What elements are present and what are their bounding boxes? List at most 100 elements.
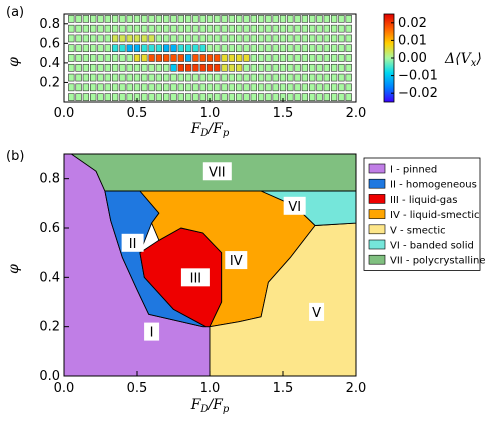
heatmap-cell (126, 54, 133, 62)
legend-swatch (368, 254, 386, 265)
y-tick-label: 0.0 (39, 369, 60, 384)
heatmap-cell (221, 83, 228, 92)
heatmap-cell (294, 63, 301, 72)
heatmap-cell (214, 93, 221, 101)
heatmap-cell (279, 24, 287, 33)
heatmap-cell (250, 24, 257, 33)
heatmap-cell (82, 73, 90, 82)
heatmap-cell (104, 73, 111, 82)
heatmap-cell (236, 15, 243, 23)
heatmap-cell (141, 63, 148, 72)
heatmap-cell (330, 83, 338, 92)
heatmap-cell (90, 54, 97, 62)
heatmap-cell (68, 44, 75, 53)
heatmap-cell (75, 15, 82, 23)
heatmap-cell (170, 44, 177, 53)
heatmap-cell (323, 34, 330, 43)
heatmap-cell (82, 24, 90, 33)
colorbar-tick-label: 0.01 (398, 33, 427, 48)
heatmap-cell (163, 15, 170, 23)
legend-swatch (368, 224, 386, 235)
heatmap-cell (243, 34, 250, 43)
heatmap-cell (192, 83, 199, 92)
heatmap-cell (236, 24, 243, 33)
heatmap-cell (148, 73, 155, 82)
heatmap-cell (111, 54, 119, 62)
heatmap-cell (184, 54, 192, 62)
heatmap-cell (265, 44, 272, 53)
heatmap-cell (301, 63, 309, 72)
heatmap-cell (126, 24, 133, 33)
legend-swatch (368, 163, 386, 174)
heatmap-cell (214, 83, 221, 92)
heatmap-cell (309, 34, 316, 43)
heatmap-cell (301, 34, 309, 43)
heatmap-cell (199, 44, 206, 53)
heatmap-cell (155, 73, 163, 82)
heatmap-cell (111, 34, 119, 43)
heatmap-cell (155, 93, 163, 101)
heatmap-cell (111, 73, 119, 82)
x-tick-label: 0.0 (54, 381, 75, 396)
heatmap-cell (243, 63, 250, 72)
heatmap-cell (184, 83, 192, 92)
heatmap-cell (163, 63, 170, 72)
heatmap-cell (287, 24, 294, 33)
heatmap-cell (301, 15, 309, 23)
legend-entry: III - liquid-gas (390, 195, 457, 206)
heatmap-cell (250, 93, 257, 101)
heatmap-cell (82, 63, 90, 72)
heatmap-cell (221, 63, 228, 72)
legend-swatch (368, 178, 386, 189)
legend-entry: V - smectic (390, 225, 446, 236)
heatmap-cell (345, 93, 352, 101)
heatmap-cell (141, 15, 148, 23)
heatmap-cell (294, 93, 301, 101)
heatmap-cell (214, 15, 221, 23)
heatmap-cell (68, 54, 75, 62)
x-tick-label: 0.5 (127, 381, 148, 396)
heatmap-cell (206, 83, 214, 92)
heatmap-cell (243, 54, 250, 62)
heatmap-cell (148, 54, 155, 62)
heatmap-cell (90, 15, 97, 23)
heatmap-cell (345, 24, 352, 33)
heatmap-cell (170, 24, 177, 33)
heatmap-cell (126, 73, 133, 82)
heatmap-cell (236, 73, 243, 82)
heatmap-cell (287, 93, 294, 101)
heatmap-cell (338, 15, 345, 23)
heatmap-cell (287, 73, 294, 82)
heatmap-cell (323, 63, 330, 72)
heatmap-cell (141, 93, 148, 101)
heatmap-cell (287, 63, 294, 72)
region-label-box (225, 251, 248, 270)
heatmap-cell (345, 44, 352, 53)
phase-legend: I - pinned II - homogeneous III - liquid-g… (363, 157, 485, 271)
heatmap-cell (170, 73, 177, 82)
heatmap-cell (170, 54, 177, 62)
heatmap-cell (82, 93, 90, 101)
heatmap-cell (316, 34, 323, 43)
heatmap-cell (228, 63, 236, 72)
heatmap-cell (301, 83, 309, 92)
heatmap-cell (214, 24, 221, 33)
heatmap-cell (323, 24, 330, 33)
legend-entry: II - homogeneous (390, 180, 477, 191)
heatmap-cell (316, 93, 323, 101)
heatmap-cell (214, 34, 221, 43)
region-label-box (202, 162, 232, 181)
heatmap-cell (330, 54, 338, 62)
heatmap-cell (316, 24, 323, 33)
x-axis-label: FD​/Fp​ (190, 121, 230, 139)
heatmap-plot: 0.0 0.5 1.0 1.5 2.0 0.2 0.4 0.6 0.8 FD​/Fp​ φ (6, 13, 366, 139)
heatmap-cell (272, 54, 279, 62)
heatmap-cell (177, 15, 184, 23)
heatmap-cell (155, 83, 163, 92)
x-tick-label: 1.0 (200, 106, 221, 121)
heatmap-cell (104, 63, 111, 72)
heatmap-cell (257, 83, 265, 92)
heatmap-cell (90, 63, 97, 72)
heatmap-cell (250, 15, 257, 23)
heatmap-cell (250, 63, 257, 72)
